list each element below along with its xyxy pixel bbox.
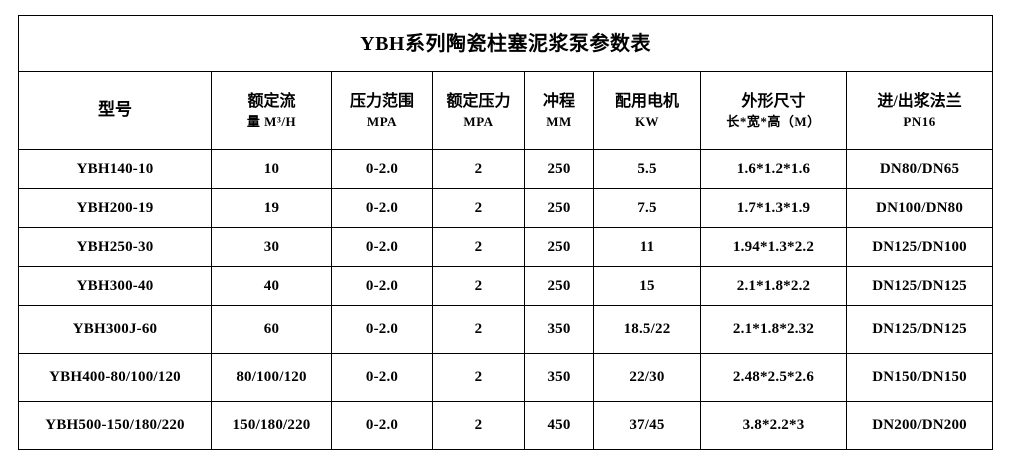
cell-motor: 15 [593,266,701,306]
table-row: YBH300J-60 60 0-2.0 2 350 18.5/22 2.1*1.… [18,305,994,354]
column-header-pressure-range-unit: MPA [366,113,398,129]
cell-pressure-range: 0-2.0 [331,188,433,228]
cell-stroke: 350 [524,305,594,354]
cell-motor: 18.5/22 [593,305,701,354]
column-header-model-main: 型号 [98,100,132,120]
cell-pressure-range: 0-2.0 [331,227,433,267]
column-header-flange-unit: PN16 [903,113,936,129]
column-header-model: 型号 [18,71,212,150]
column-header-rated-pressure-main: 额定压力 [446,92,511,110]
table-row: YBH500-150/180/220 150/180/220 0-2.0 2 4… [18,401,994,450]
cell-stroke: 350 [524,353,594,402]
column-header-flange-main: 进/出浆法兰 [877,92,962,110]
cell-rated-pressure: 2 [432,305,525,354]
column-header-flow: 额定流 量 M³/H [211,71,332,150]
cell-model: YBH250-30 [18,227,212,267]
cell-dimensions: 2.1*1.8*2.2 [700,266,847,306]
cell-rated-pressure: 2 [432,227,525,267]
cell-flow: 150/180/220 [211,401,332,450]
cell-rated-pressure: 2 [432,188,525,228]
cell-motor: 22/30 [593,353,701,402]
cell-flange: DN150/DN150 [845,353,994,402]
column-header-stroke-unit: MM [546,113,572,129]
cell-model: YBH300J-60 [18,305,212,354]
column-header-flange: 进/出浆法兰 PN16 [845,71,994,150]
cell-flange: DN80/DN65 [845,149,994,189]
cell-flow: 40 [211,266,332,306]
cell-model: YBH140-10 [18,149,212,189]
cell-rated-pressure: 2 [432,353,525,402]
table-row: YBH300-40 40 0-2.0 2 250 15 2.1*1.8*2.2 … [18,266,994,306]
cell-flange: DN200/DN200 [845,401,994,450]
table-row: YBH400-80/100/120 80/100/120 0-2.0 2 350… [18,353,994,402]
cell-flow: 30 [211,227,332,267]
cell-rated-pressure: 2 [432,266,525,306]
cell-model: YBH400-80/100/120 [18,353,212,402]
table-row: YBH200-19 19 0-2.0 2 250 7.5 1.7*1.3*1.9… [18,188,994,228]
cell-stroke: 250 [524,266,594,306]
table-row: YBH140-10 10 0-2.0 2 250 5.5 1.6*1.2*1.6… [18,149,994,189]
cell-dimensions: 1.94*1.3*2.2 [700,227,847,267]
cell-flange: DN100/DN80 [845,188,994,228]
cell-motor: 37/45 [593,401,701,450]
cell-motor: 5.5 [593,149,701,189]
column-header-pressure-range: 压力范围 MPA [331,71,433,150]
column-header-stroke-main: 冲程 [542,92,575,110]
column-header-dimensions: 外形尺寸 长*宽*高（M） [700,71,847,150]
column-header-motor: 配用电机 KW [593,71,701,150]
cell-model: YBH300-40 [18,266,212,306]
table-header-row: 型号 额定流 量 M³/H 压力范围 MPA 额定压力 MPA 冲程 MM [18,71,994,150]
cell-stroke: 450 [524,401,594,450]
column-header-dimensions-unit: 长*宽*高（M） [726,113,821,129]
cell-pressure-range: 0-2.0 [331,305,433,354]
cell-dimensions: 2.1*1.8*2.32 [700,305,847,354]
cell-dimensions: 1.6*1.2*1.6 [700,149,847,189]
table-title-row: YBH系列陶瓷柱塞泥浆泵参数表 [17,15,994,72]
column-header-flow-main: 额定流 [247,92,296,110]
cell-flow: 10 [211,149,332,189]
cell-flange: DN125/DN125 [845,266,994,306]
cell-dimensions: 2.48*2.5*2.6 [700,353,847,402]
cell-pressure-range: 0-2.0 [331,149,433,189]
column-header-rated-pressure-unit: MPA [463,113,494,129]
column-header-pressure-range-main: 压力范围 [349,92,414,110]
cell-rated-pressure: 2 [432,149,525,189]
table-row: YBH250-30 30 0-2.0 2 250 11 1.94*1.3*2.2… [18,227,994,267]
cell-flange: DN125/DN125 [845,305,994,354]
cell-flow: 19 [211,188,332,228]
cell-model: YBH200-19 [18,188,212,228]
cell-pressure-range: 0-2.0 [331,353,433,402]
cell-flow: 60 [211,305,332,354]
column-header-rated-pressure: 额定压力 MPA [432,71,525,150]
cell-flow: 80/100/120 [211,353,332,402]
cell-motor: 7.5 [593,188,701,228]
cell-motor: 11 [593,227,701,267]
cell-rated-pressure: 2 [432,401,525,450]
cell-stroke: 250 [524,149,594,189]
cell-pressure-range: 0-2.0 [331,401,433,450]
cell-dimensions: 1.7*1.3*1.9 [700,188,847,228]
column-header-dimensions-main: 外形尺寸 [741,92,806,110]
cell-model: YBH500-150/180/220 [18,401,212,450]
column-header-flow-unit: 量 M³/H [246,113,297,129]
cell-dimensions: 3.8*2.2*3 [700,401,847,450]
document-title: YBH系列陶瓷柱塞泥浆泵参数表 [17,15,994,72]
cell-flange: DN125/DN100 [845,227,994,267]
cell-pressure-range: 0-2.0 [331,266,433,306]
column-header-motor-unit: KW [634,113,660,129]
column-header-stroke: 冲程 MM [524,71,594,150]
pump-spec-table: YBH系列陶瓷柱塞泥浆泵参数表 型号 额定流 量 M³/H 压力范围 MPA 额… [17,15,994,450]
cell-stroke: 250 [524,227,594,267]
column-header-motor-main: 配用电机 [614,92,679,110]
cell-stroke: 250 [524,188,594,228]
